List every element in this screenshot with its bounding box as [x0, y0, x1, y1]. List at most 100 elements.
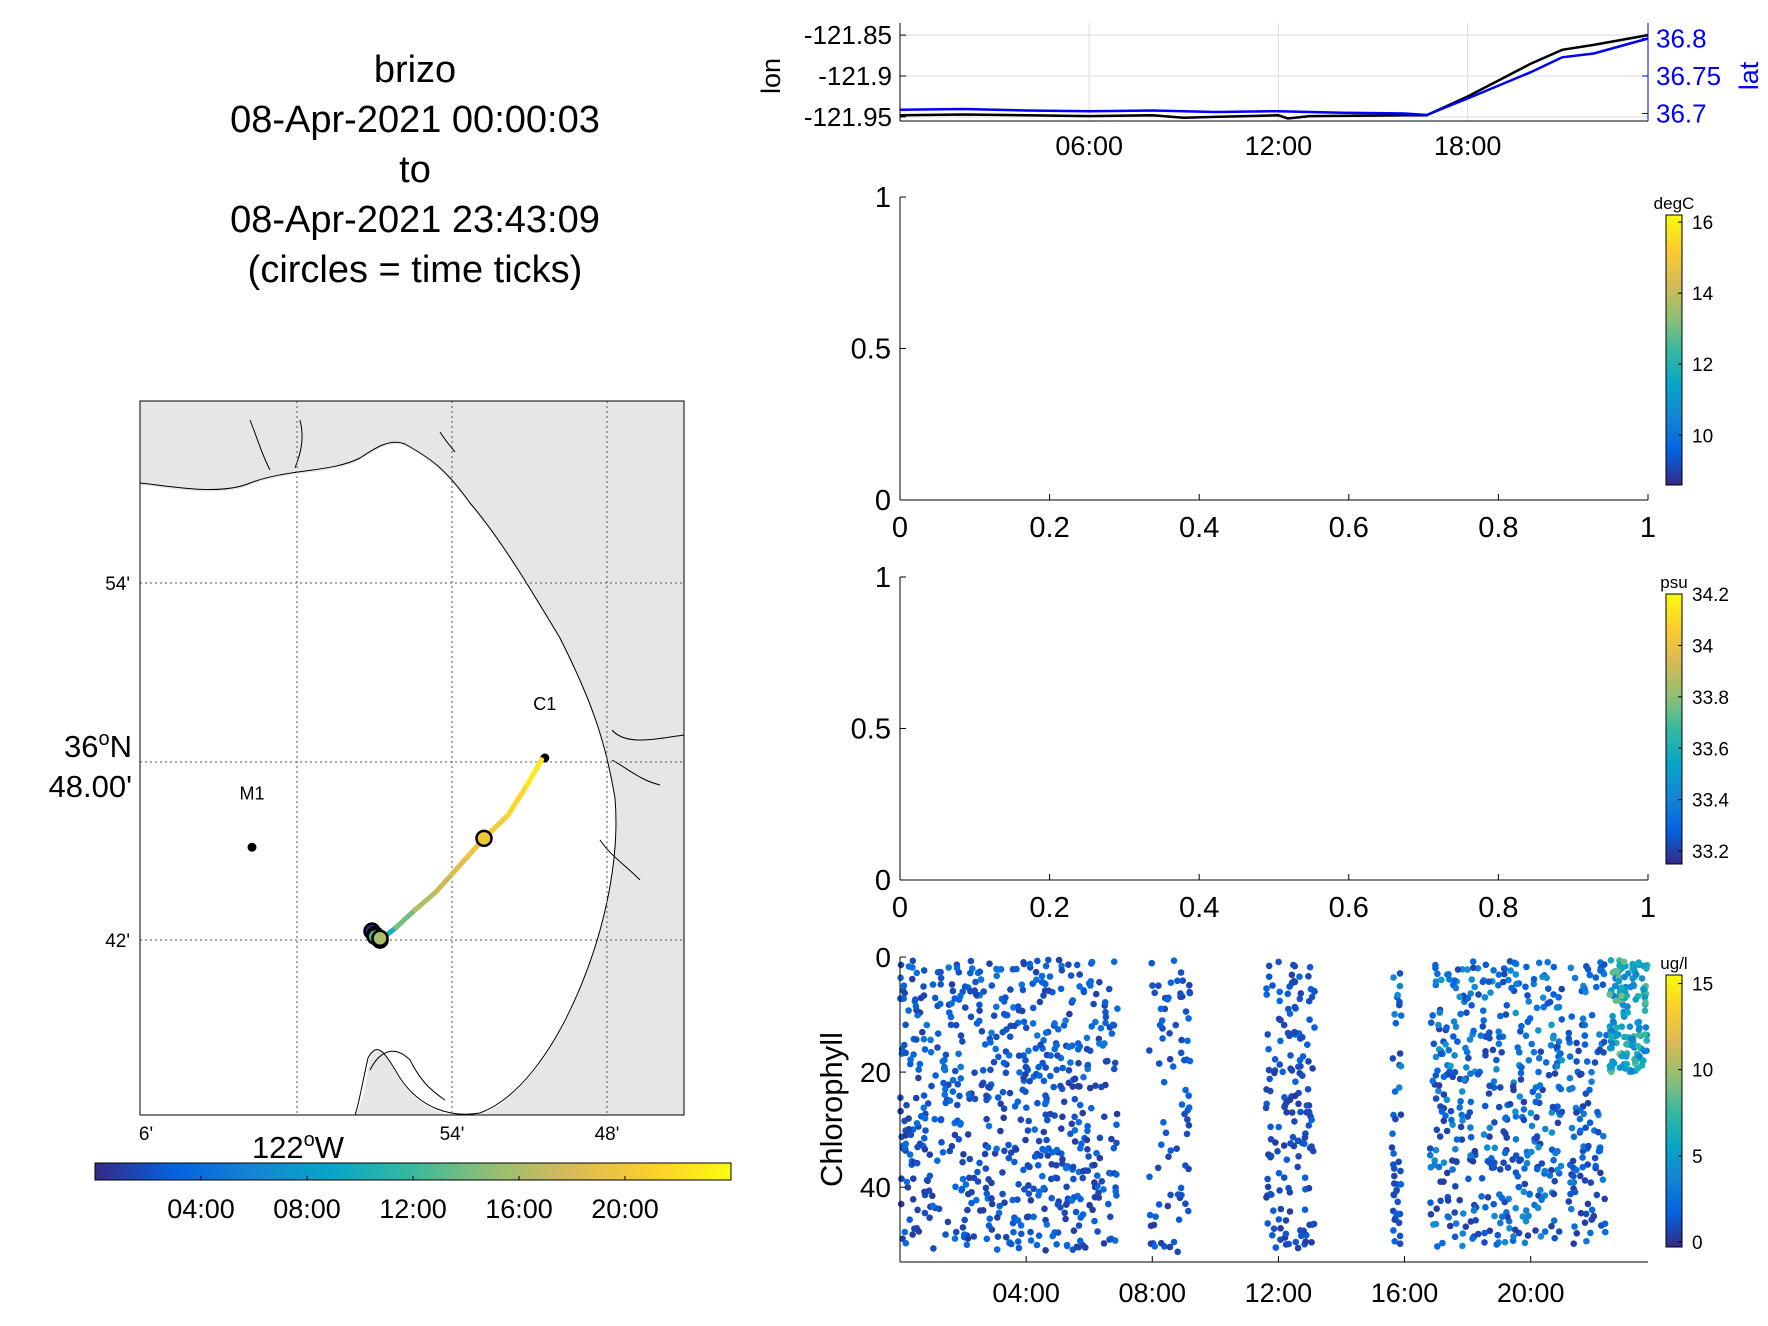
chlorophyll-point [1110, 1144, 1118, 1152]
chlorophyll-point [1264, 1183, 1272, 1191]
chlorophyll-point [1166, 1055, 1174, 1063]
chlorophyll-point [1271, 1056, 1279, 1063]
chlorophyll-point [1113, 1121, 1120, 1128]
chlorophyll-point [1079, 1174, 1086, 1182]
chlorophyll-point [1643, 1037, 1650, 1044]
chlorophyll-point [1049, 1232, 1056, 1240]
chlorophyll-point [1165, 1153, 1172, 1160]
chlorophyll-point [1182, 1200, 1189, 1207]
chlorophyll-point [1567, 964, 1575, 972]
chlorophyll-point [1158, 1141, 1165, 1148]
chlorophyll-point [978, 1028, 986, 1035]
chlorophyll-point [1555, 994, 1562, 1001]
chlorophyll-point [928, 1082, 935, 1090]
chlorophyll-point [1627, 983, 1634, 991]
chlorophyll-point [1044, 1116, 1051, 1124]
chlorophyll-point [1267, 1136, 1275, 1143]
chlorophyll-point [1007, 1149, 1015, 1156]
chlorophyll-point [1394, 1198, 1401, 1206]
chlorophyll-point [1113, 1171, 1120, 1178]
chlorophyll-point [1031, 1153, 1039, 1160]
chlorophyll-point [1267, 1152, 1275, 1160]
chlorophyll-point [1047, 1052, 1054, 1059]
salinity-x-tick-label: 0.4 [1179, 892, 1219, 924]
chlorophyll-point [1481, 1102, 1489, 1110]
chlorophyll-point [1276, 997, 1283, 1005]
chlorophyll-point [1283, 1109, 1290, 1116]
chlorophyll-point [1496, 1033, 1503, 1041]
chlorophyll-point [1291, 1003, 1299, 1011]
chlorophyll-point [1570, 1172, 1577, 1180]
chlorophyll-point [1091, 1217, 1098, 1225]
chlorophyll-point [1026, 1077, 1033, 1085]
chlorophyll-point [1449, 1157, 1456, 1164]
chlorophyll-point [1000, 1114, 1007, 1122]
chlorophyll-point [1065, 961, 1072, 968]
chlorophyll-point [1062, 1164, 1070, 1172]
chlorophyll-point [1434, 1243, 1441, 1250]
temperature-y-tick-label: 0 [875, 485, 891, 517]
chlorophyll-point [1286, 1010, 1294, 1017]
chlorophyll-point [1635, 959, 1642, 966]
chlorophyll-point [1089, 1206, 1096, 1214]
chlorophyll-point [1396, 998, 1403, 1006]
map-y-label: 36oN [64, 728, 132, 764]
chlorophyll-point [1586, 1119, 1594, 1126]
chlorophyll-point [1396, 982, 1404, 990]
chlorophyll-point [1308, 1116, 1315, 1124]
chlorophyll-point [1569, 1157, 1577, 1165]
chlorophyll-point [1275, 958, 1282, 966]
map-coastline [140, 441, 617, 1115]
chlorophyll-point [1169, 1063, 1177, 1070]
chlorophyll-point [1186, 981, 1193, 989]
chlorophyll-point [1557, 1050, 1564, 1057]
temperature-x-tick-label: 0.8 [1478, 512, 1518, 544]
chlorophyll-point [1500, 1159, 1507, 1166]
chlorophyll-point [967, 1013, 975, 1021]
chlorophyll-point [1482, 1204, 1489, 1211]
position-series-line [899, 37, 1649, 117]
chlorophyll-point [1480, 1017, 1487, 1024]
chlorophyll-point [1521, 1180, 1529, 1188]
chlorophyll-point [1485, 978, 1493, 985]
chlorophyll-point [1283, 1156, 1291, 1163]
chlorophyll-point [957, 1063, 965, 1071]
chlorophyll-point [1512, 971, 1520, 978]
chlorophyll-point [1573, 1166, 1580, 1174]
salinity-colorbar-tick-label: 33.4 [1692, 791, 1729, 812]
chlorophyll-point [1155, 1201, 1163, 1208]
chlorophyll-point [897, 1200, 905, 1208]
chlorophyll-point [1465, 1054, 1472, 1062]
chlorophyll-point [997, 1100, 1004, 1108]
chlorophyll-point [999, 1190, 1006, 1198]
temperature-colorbar-tick-label: 14 [1692, 284, 1714, 305]
map-x-tick-label: 48' [595, 1124, 620, 1145]
chlorophyll-point [1057, 1082, 1064, 1090]
chlorophyll-point [1263, 1086, 1270, 1093]
chlorophyll-point [1533, 1114, 1540, 1121]
chlorophyll-point [1157, 1239, 1165, 1247]
chlorophyll-point [1535, 1068, 1542, 1076]
chlorophyll-point [1452, 1145, 1459, 1153]
chlorophyll-point [1532, 1098, 1539, 1106]
chlorophyll-point [944, 1218, 952, 1226]
chlorophyll-point [1440, 1178, 1447, 1185]
map-peninsula [369, 1050, 446, 1101]
chlorophyll-point [951, 1235, 959, 1242]
chlorophyll-point [1309, 1221, 1316, 1228]
chlorophyll-point [1499, 978, 1507, 986]
chlorophyll-point [1014, 1238, 1022, 1245]
chlorophyll-point [962, 1004, 969, 1011]
chlorophyll-point [1599, 981, 1607, 988]
chlorophyll-point [1582, 1210, 1590, 1218]
station-marker [247, 842, 257, 852]
chlorophyll-point [1495, 982, 1502, 989]
chlorophyll-point [1098, 1178, 1106, 1185]
temperature-y-tick-label: 1 [875, 182, 891, 214]
chlorophyll-point [1467, 1098, 1475, 1106]
chlorophyll-point [1535, 1143, 1542, 1151]
chlorophyll-point [1456, 1104, 1463, 1111]
chlorophyll-point [1108, 1030, 1116, 1037]
chlorophyll-point [1397, 1181, 1405, 1188]
chlorophyll-point [922, 1127, 929, 1134]
